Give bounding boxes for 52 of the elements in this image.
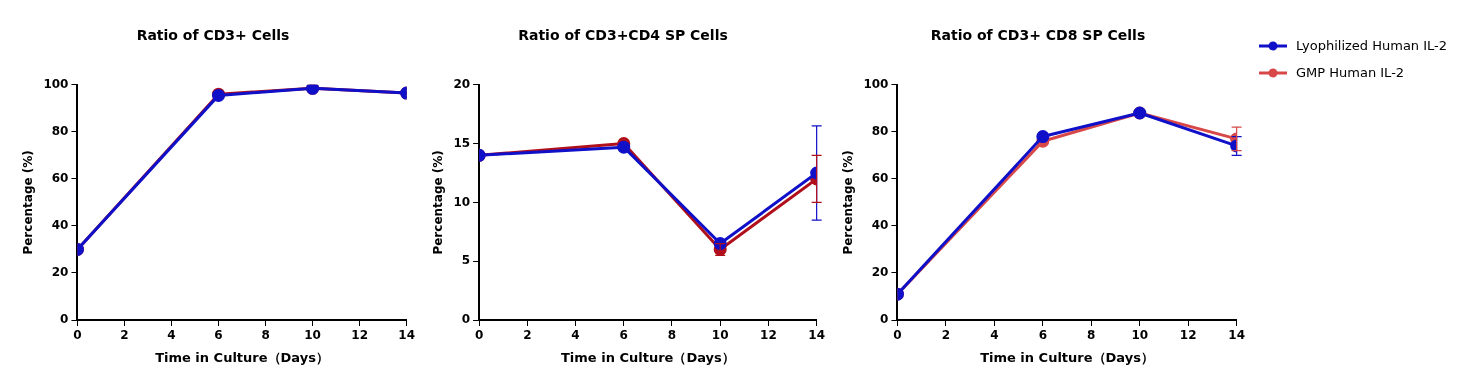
chart-title: Ratio of CD3+CD4 SP Cells xyxy=(518,27,728,44)
y-tick-label: 0 xyxy=(461,312,471,327)
y-tick-label: 10 xyxy=(453,194,471,209)
y-tick-label: 0 xyxy=(880,312,889,327)
x-axis-title: Time in Culture（Days） xyxy=(155,349,329,365)
x-tick-label: 2 xyxy=(941,328,951,343)
x-tick-label: 6 xyxy=(1038,328,1047,343)
x-axis-title: Time in Culture（Days） xyxy=(560,349,735,365)
y-tick-label: 5 xyxy=(461,253,471,268)
x-tick-label: 10 xyxy=(1131,328,1149,343)
x-tick-label: 12 xyxy=(1179,328,1197,343)
y-tick-label: 80 xyxy=(51,123,69,138)
x-tick-label: 2 xyxy=(523,328,532,343)
x-tick-label: 12 xyxy=(351,328,368,343)
legend-label: Lyophilized Human IL-2 xyxy=(1296,38,1448,53)
y-axis-title: Percentage (%) xyxy=(21,150,36,255)
x-tick-label: 8 xyxy=(1087,328,1096,343)
x-tick-label: 8 xyxy=(261,328,270,343)
y-tick-label: 20 xyxy=(871,265,889,280)
y-tick-label: 40 xyxy=(871,218,889,233)
x-tick-label: 0 xyxy=(73,328,82,343)
y-tick-label: 20 xyxy=(51,265,69,280)
y-tick-label: 20 xyxy=(453,76,471,91)
x-tick-label: 14 xyxy=(808,328,825,343)
x-tick-label: 0 xyxy=(893,328,902,343)
y-tick-label: 100 xyxy=(43,76,69,91)
x-tick-label: 10 xyxy=(304,328,321,343)
x-tick-label: 4 xyxy=(167,328,176,343)
x-tick-label: 4 xyxy=(990,328,999,343)
y-tick-label: 15 xyxy=(453,135,471,150)
x-tick-label: 2 xyxy=(120,328,129,343)
y-tick-label: 60 xyxy=(51,171,69,186)
x-tick-label: 0 xyxy=(474,328,484,343)
chart-title: Ratio of CD3+ Cells xyxy=(136,27,290,44)
x-tick-label: 14 xyxy=(398,328,415,343)
y-tick-label: 80 xyxy=(871,123,889,138)
y-axis-title: Percentage (%) xyxy=(431,150,446,255)
x-tick-label: 4 xyxy=(571,328,580,343)
x-tick-label: 8 xyxy=(667,328,677,343)
x-tick-label: 14 xyxy=(1228,328,1245,343)
y-tick-label: 60 xyxy=(871,171,889,186)
x-tick-label: 6 xyxy=(619,328,628,343)
x-tick-label: 12 xyxy=(760,328,777,343)
x-axis-title: Time in Culture（Days） xyxy=(980,349,1154,365)
x-tick-label: 10 xyxy=(711,328,729,343)
y-axis-title: Percentage (%) xyxy=(841,150,856,255)
y-tick-label: 0 xyxy=(60,312,69,327)
y-tick-label: 40 xyxy=(51,218,69,233)
x-tick-label: 6 xyxy=(214,328,223,343)
chart-title: Ratio of CD3+ CD8 SP Cells xyxy=(930,27,1146,44)
legend-label: GMP Human IL-2 xyxy=(1296,65,1405,80)
y-tick-label: 100 xyxy=(863,76,889,91)
